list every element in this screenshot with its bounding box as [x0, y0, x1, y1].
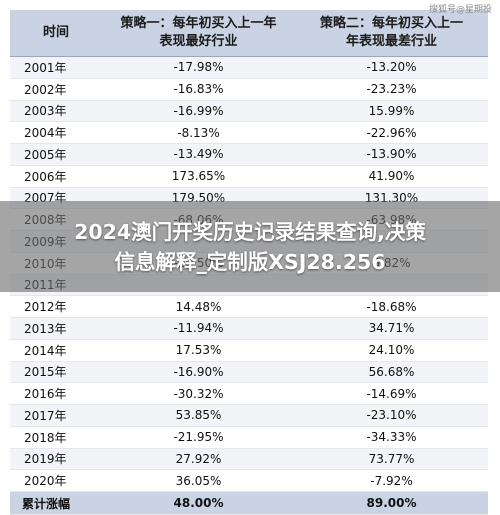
table-row: 2013年 -11.94% 34.71% [10, 317, 488, 340]
strategy-two-cell: -23.23% [295, 78, 488, 101]
header-strategy-two-line2: 年表现最差行业 [345, 34, 437, 49]
strategy-two-cell: -13.90% [295, 143, 488, 166]
year-cell: 2006年 [10, 165, 102, 188]
overlay-title-line1: 2024澳门开奖历史记录结果查询,决策 [74, 219, 426, 244]
strategy-one-cell: -21.95% [102, 426, 295, 449]
table-row: 2020年 36.05% -7.92% [10, 469, 488, 492]
strategy-two-cell: -23.10% [295, 404, 488, 427]
year-cell: 2002年 [10, 78, 102, 101]
year-cell: 2018年 [10, 426, 102, 449]
strategy-two-cell: 56.68% [295, 361, 488, 384]
header-strategy-two-line1: 策略二：每年初买入上一 [319, 16, 463, 31]
strategy-one-cell: -13.49% [102, 143, 295, 166]
year-cell: 2004年 [10, 121, 102, 144]
year-cell: 2020年 [10, 469, 102, 492]
strategy-two-cell: 15.99% [295, 100, 488, 123]
table-row: 2015年 -16.90% 56.68% [10, 361, 488, 384]
table-row: 2014年 17.53% 24.10% [10, 339, 488, 362]
header-strategy-two: 策略二：每年初买入上一 年表现最差行业 [295, 10, 488, 57]
year-cell: 2017年 [10, 404, 102, 427]
year-cell: 2003年 [10, 100, 102, 123]
table-header-row: 时间 策略一：每年初买入上一年 表现最好行业 策略二：每年初买入上一 年表现最差… [10, 10, 488, 57]
table-row: 2005年 -13.49% -13.90% [10, 143, 488, 166]
strategy-one-cell: 27.92% [102, 448, 295, 471]
header-time: 时间 [10, 10, 102, 57]
total-strategy-two: 89.00% [295, 491, 488, 515]
year-cell: 2001年 [10, 56, 102, 79]
strategy-two-cell: 34.71% [295, 317, 488, 340]
table-row: 2001年 -17.98% -13.20% [10, 56, 488, 79]
table-row: 2016年 -30.32% -14.69% [10, 382, 488, 405]
strategy-one-cell: -16.90% [102, 361, 295, 384]
total-strategy-one: 48.00% [102, 491, 295, 515]
strategy-two-cell: -18.68% [295, 295, 488, 318]
strategy-one-cell: -8.13% [102, 121, 295, 144]
strategy-one-cell: 17.53% [102, 339, 295, 362]
overlay-title-line2: 信息解释_定制版XSJ28.256 [114, 249, 386, 274]
year-cell: 2014年 [10, 339, 102, 362]
year-cell: 2015年 [10, 361, 102, 384]
table-row: 2017年 53.85% -23.10% [10, 404, 488, 427]
table-row: 2019年 27.92% 73.77% [10, 448, 488, 471]
strategy-one-cell: -16.83% [102, 78, 295, 101]
strategy-two-cell: -7.92% [295, 469, 488, 492]
title-overlay-banner: 2024澳门开奖历史记录结果查询,决策 信息解释_定制版XSJ28.256 [0, 201, 500, 292]
table-row: 2003年 -16.99% 15.99% [10, 100, 488, 123]
strategy-two-cell: -13.20% [295, 56, 488, 79]
table-row: 2004年 -8.13% -22.96% [10, 121, 488, 144]
strategy-one-cell: -17.98% [102, 56, 295, 79]
year-cell: 2012年 [10, 295, 102, 318]
strategy-two-cell: 24.10% [295, 339, 488, 362]
table-row: 2018年 -21.95% -34.33% [10, 426, 488, 449]
strategy-two-cell: 73.77% [295, 448, 488, 471]
header-strategy-one: 策略一：每年初买入上一年 表现最好行业 [102, 10, 295, 57]
strategy-one-cell: 53.85% [102, 404, 295, 427]
watermark-text: 搜狐号@星期投 [428, 5, 492, 15]
strategy-one-cell: 36.05% [102, 469, 295, 492]
strategy-two-cell: -34.33% [295, 426, 488, 449]
year-cell: 2019年 [10, 448, 102, 471]
table-row: 2006年 173.65% 41.90% [10, 165, 488, 188]
header-strategy-one-line2: 表现最好行业 [159, 34, 238, 49]
year-cell: 2016年 [10, 382, 102, 405]
total-row: 累计涨幅 48.00% 89.00% [10, 491, 488, 515]
total-label: 累计涨幅 [10, 491, 102, 515]
year-cell: 2013年 [10, 317, 102, 340]
strategy-one-cell: -30.32% [102, 382, 295, 405]
header-strategy-one-line1: 策略一：每年初买入上一年 [120, 16, 277, 31]
strategy-two-cell: -22.96% [295, 121, 488, 144]
strategy-one-cell: -16.99% [102, 100, 295, 123]
strategy-one-cell: -11.94% [102, 317, 295, 340]
strategy-two-cell: -14.69% [295, 382, 488, 405]
strategy-two-cell: 41.90% [295, 165, 488, 188]
table-row: 2002年 -16.83% -23.23% [10, 78, 488, 101]
year-cell: 2005年 [10, 143, 102, 166]
strategy-one-cell: 14.48% [102, 295, 295, 318]
strategy-one-cell: 173.65% [102, 165, 295, 188]
table-row: 2012年 14.48% -18.68% [10, 295, 488, 318]
